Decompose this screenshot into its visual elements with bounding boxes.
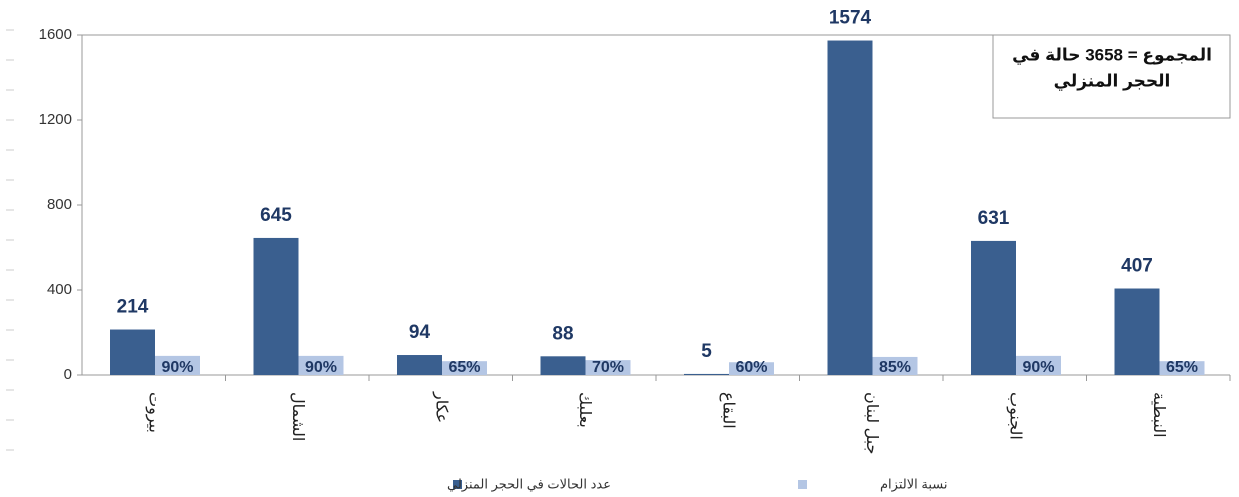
data-label: 70%	[592, 359, 624, 376]
data-label: 90%	[161, 359, 193, 376]
data-label: 5	[701, 341, 712, 362]
data-label: 85%	[879, 359, 911, 376]
legend-label: عدد الحالات في الحجر المنزلي	[447, 476, 611, 492]
annotation: المجموع = 3658 حالة في	[1012, 45, 1212, 65]
data-label: 90%	[1022, 359, 1054, 376]
x-tick-label: بعلبك	[576, 392, 593, 428]
y-tick-label: 1200	[39, 111, 72, 128]
bar	[253, 237, 299, 375]
bar	[155, 355, 200, 375]
x-tick-label: عكار	[432, 391, 450, 423]
bar	[1114, 288, 1160, 375]
bar	[684, 373, 729, 375]
data-label: 1574	[829, 8, 872, 29]
data-label: 631	[978, 208, 1010, 229]
legend-label: نسبة الالتزام	[880, 476, 947, 492]
x-tick-label: البقاع	[719, 392, 737, 429]
bar	[872, 356, 918, 375]
x-tick-label: النبطية	[1150, 392, 1167, 438]
bar	[442, 361, 487, 375]
data-label: 65%	[448, 359, 480, 376]
left-dashes	[6, 29, 14, 451]
x-tick-label: بيروت	[145, 392, 163, 433]
y-tick-label: 800	[47, 196, 72, 213]
bar	[1016, 355, 1061, 375]
x-tick-label: جبل لبنان	[863, 392, 880, 454]
y-tick-label: 400	[47, 281, 72, 298]
data-label: 65%	[1166, 359, 1198, 376]
y-tick-label: 0	[64, 366, 72, 383]
annotation-box	[992, 34, 1231, 119]
bar	[971, 240, 1016, 375]
bar	[540, 356, 586, 375]
data-label: 214	[117, 297, 149, 318]
data-label: 645	[260, 205, 292, 226]
data-label: 60%	[735, 359, 767, 376]
bar	[729, 362, 774, 375]
data-label: 88	[552, 323, 573, 344]
bar	[298, 355, 344, 375]
bar	[827, 40, 873, 376]
data-label: 94	[409, 322, 431, 343]
legend-swatch	[453, 480, 462, 489]
legend-swatch	[798, 480, 807, 489]
x-tick-label: الجنوب	[1006, 392, 1024, 440]
bar	[585, 360, 631, 375]
bar	[397, 355, 442, 375]
data-label: 90%	[305, 359, 337, 376]
y-tick-label: 1600	[39, 26, 72, 43]
annotation: الحجر المنزلي	[1054, 71, 1171, 91]
bar	[1159, 361, 1205, 375]
data-label: 407	[1121, 256, 1153, 277]
bar	[110, 329, 155, 375]
x-tick-label: الشمال	[289, 392, 306, 441]
